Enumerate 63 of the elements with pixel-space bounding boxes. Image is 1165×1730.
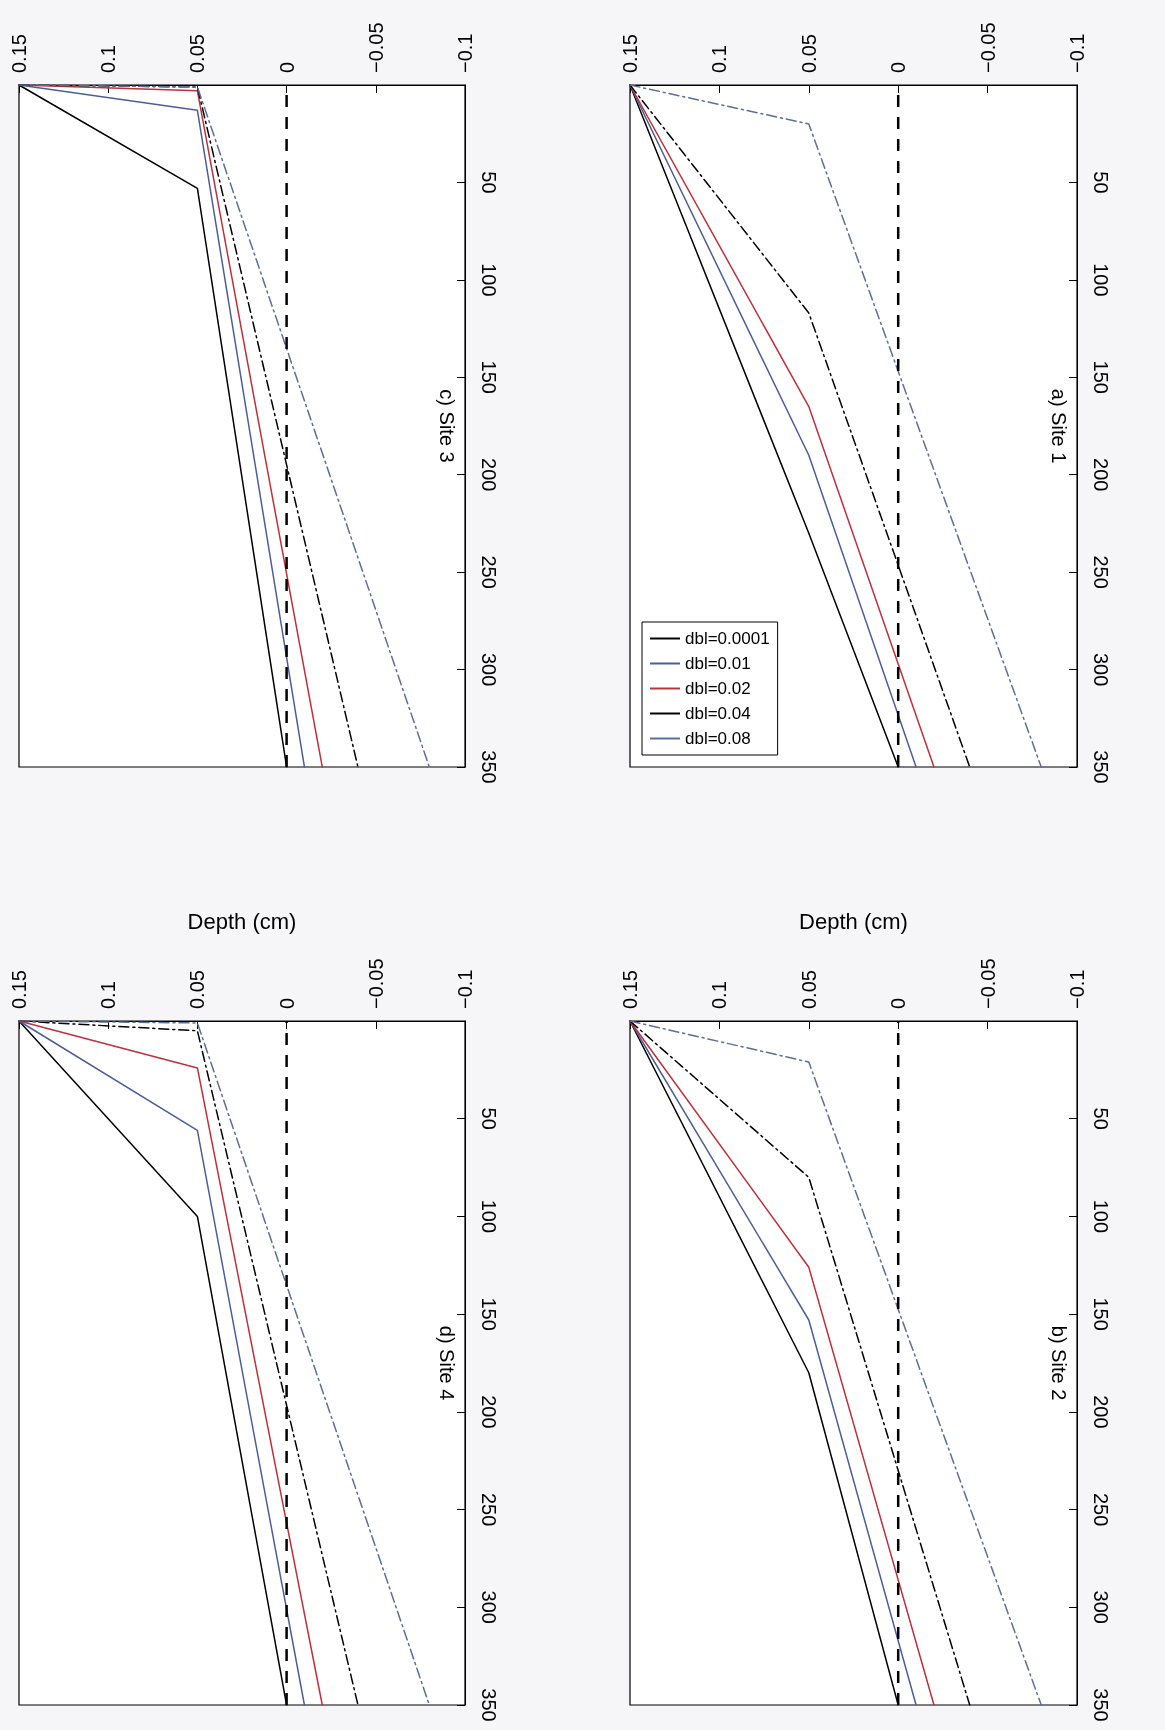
- x-tick-label: 0.15: [8, 970, 30, 1009]
- x-tick-label: −0.05: [364, 958, 387, 1009]
- y-tick-label: 300: [478, 652, 500, 687]
- text: b) Site 2: [1048, 1325, 1070, 1401]
- legend-label: dbl=0.01: [685, 654, 751, 673]
- y-tick-label: 350: [478, 750, 500, 784]
- y-tick-label: 100: [1090, 263, 1112, 297]
- legend-label: dbl=0.02: [685, 679, 751, 698]
- y-tick-label: 100: [1090, 1199, 1112, 1234]
- x-tick-label: 0.05: [797, 34, 820, 73]
- y-tick-label: 200: [478, 1395, 500, 1429]
- x-tick-label: 0: [275, 61, 298, 73]
- legend-label: dbl=0.04: [685, 704, 751, 723]
- y-tick-label: 150: [478, 1297, 500, 1331]
- y-tick-label: 150: [1090, 1297, 1112, 1331]
- y-tick-label: 200: [1090, 458, 1112, 492]
- x-tick-label: 0.15: [619, 970, 641, 1009]
- y-axis-title: Depth (cm): [799, 908, 908, 934]
- x-tick-label: −0.1: [454, 33, 476, 73]
- x-tick-label: −0.05: [976, 22, 999, 73]
- x-tick-label: 0: [275, 997, 298, 1009]
- y-tick-label: 200: [478, 458, 500, 492]
- x-tick-label: −0.05: [364, 22, 387, 73]
- y-tick-label: 300: [1090, 1590, 1112, 1624]
- x-tick-label: 0.05: [186, 34, 209, 73]
- x-tick-label: 0: [887, 997, 910, 1009]
- x-tick-label: 0.1: [708, 45, 731, 73]
- x-tick-label: −0.05: [976, 958, 999, 1009]
- x-tick-label: 0.15: [619, 34, 641, 73]
- x-tick-label: 0.1: [708, 981, 731, 1009]
- legend-label: dbl=0.08: [685, 729, 751, 748]
- x-tick-label: 0.1: [97, 981, 120, 1009]
- text: a) Site 1: [1048, 388, 1070, 464]
- text: c) Site 3: [436, 389, 458, 463]
- y-tick-label: 250: [478, 555, 500, 589]
- y-tick-label: 250: [478, 1492, 500, 1527]
- y-tick-label: 350: [1090, 1688, 1112, 1722]
- y-tick-label: 350: [1090, 750, 1112, 784]
- y-tick-label: 50: [1090, 1107, 1112, 1130]
- y-tick-label: 350: [478, 1688, 500, 1722]
- x-tick-label: −0.1: [1066, 969, 1088, 1009]
- y-tick-label: 250: [1090, 1492, 1112, 1527]
- x-tick-label: −0.1: [1066, 33, 1088, 73]
- y-tick-label: 150: [478, 360, 500, 394]
- x-tick-label: 0: [887, 61, 910, 73]
- y-tick-label: 250: [1090, 555, 1112, 589]
- y-axis-title: Depth (cm): [187, 908, 297, 934]
- y-tick-label: 150: [1090, 360, 1112, 394]
- x-tick-label: −0.1: [454, 969, 476, 1009]
- y-tick-label: 50: [478, 171, 500, 194]
- y-tick-label: 50: [1090, 171, 1112, 194]
- y-tick-label: 100: [478, 263, 500, 297]
- y-tick-label: 100: [478, 1199, 500, 1234]
- x-tick-label: 0.1: [97, 45, 120, 73]
- x-tick-label: 0.05: [186, 970, 209, 1009]
- legend-label: dbl=0.0001: [685, 629, 770, 648]
- x-tick-label: 0.05: [797, 970, 820, 1009]
- y-tick-label: 300: [1090, 652, 1112, 687]
- text: d) Site 4: [436, 1325, 458, 1401]
- x-tick-label: 0.15: [8, 34, 30, 73]
- y-tick-label: 300: [478, 1590, 500, 1624]
- y-tick-label: 200: [1090, 1395, 1112, 1429]
- y-tick-label: 50: [478, 1107, 500, 1130]
